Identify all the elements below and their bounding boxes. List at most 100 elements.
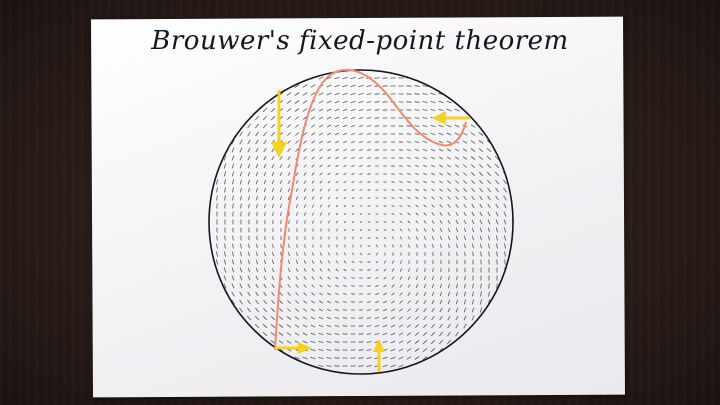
field-arrow: [312, 220, 314, 224]
field-arrow: [334, 300, 340, 304]
field-arrow: [224, 195, 226, 201]
field-arrow: [414, 348, 420, 352]
field-arrow: [424, 236, 426, 240]
field-arrow: [398, 348, 404, 352]
field-arrow: [303, 196, 307, 200]
field-arrow: [350, 100, 356, 104]
field-arrow: [376, 252, 378, 256]
field-arrow: [264, 195, 266, 201]
field-arrow: [303, 132, 307, 136]
field-arrow: [447, 227, 451, 233]
field-arrow: [423, 204, 427, 208]
field-arrow: [304, 244, 306, 248]
field-arrow: [439, 331, 443, 337]
field-arrow: [255, 163, 259, 169]
field-arrow: [343, 301, 347, 303]
field-arrow: [415, 236, 419, 240]
field-arrow: [287, 156, 291, 160]
field-arrow: [471, 307, 475, 313]
field-arrow: [255, 291, 259, 297]
field-arrow: [279, 172, 283, 176]
field-arrow: [336, 228, 338, 232]
field-arrow: [431, 307, 435, 313]
field-arrow: [231, 283, 235, 289]
field-arrow: [406, 324, 412, 328]
field-arrow: [302, 316, 308, 320]
field-arrow: [430, 148, 436, 152]
field-arrow: [231, 163, 235, 169]
field-arrow: [318, 365, 324, 367]
field-arrow: [390, 332, 396, 336]
field-arrow: [423, 283, 427, 289]
field-arrow: [422, 85, 428, 87]
field-arrow: [382, 340, 388, 344]
field-arrow: [326, 357, 332, 359]
field-arrow: [407, 284, 411, 288]
field-arrow: [215, 259, 219, 265]
field-arrow: [247, 163, 251, 169]
field-arrow: [439, 299, 443, 305]
field-arrow: [247, 139, 251, 145]
field-arrow: [391, 181, 395, 183]
field-arrow: [463, 188, 467, 192]
field-arrow: [248, 251, 250, 257]
field-arrow: [375, 268, 379, 272]
field-arrow: [320, 220, 322, 224]
field-arrow: [223, 283, 227, 289]
field-arrow: [223, 155, 227, 161]
field-arrow: [334, 76, 340, 80]
field-arrow: [319, 276, 323, 280]
field-arrow: [423, 180, 427, 184]
field-arrow: [406, 348, 412, 352]
field-arrow: [302, 340, 308, 344]
field-arrow: [414, 109, 420, 111]
field-arrow: [311, 188, 315, 192]
field-arrow: [311, 164, 315, 168]
field-arrow: [326, 124, 332, 128]
field-arrow: [327, 284, 331, 288]
field-arrow: [270, 99, 276, 105]
field-arrow: [470, 148, 476, 152]
field-arrow: [495, 195, 499, 201]
field-arrow: [231, 155, 235, 161]
field-arrow: [464, 283, 466, 289]
field-arrow: [359, 221, 363, 223]
field-arrow: [431, 228, 435, 232]
field-arrow: [486, 155, 492, 161]
field-arrow: [344, 228, 346, 232]
field-arrow: [375, 237, 379, 239]
field-arrow: [351, 181, 355, 183]
field-arrow: [392, 244, 394, 248]
field-arrow: [327, 276, 331, 280]
field-arrow: [272, 203, 274, 209]
field-arrow: [288, 212, 290, 216]
field-arrow: [438, 132, 444, 136]
field-arrow: [263, 187, 267, 193]
field-arrow: [270, 107, 276, 113]
field-arrow: [446, 164, 452, 168]
field-arrow: [270, 324, 276, 328]
field-arrow: [256, 195, 258, 201]
field-arrow: [423, 164, 427, 168]
field-arrow: [303, 276, 307, 280]
field-arrow: [367, 261, 371, 263]
field-arrow: [422, 133, 428, 135]
field-arrow: [447, 196, 451, 200]
field-arrow: [382, 364, 388, 368]
field-arrow: [334, 333, 340, 335]
field-arrow: [398, 356, 404, 360]
field-arrow: [440, 235, 442, 241]
field-arrow: [438, 124, 444, 128]
field-arrow: [294, 332, 300, 336]
field-arrow: [430, 132, 436, 136]
field-arrow: [470, 140, 476, 144]
field-arrow: [431, 164, 435, 168]
field-arrow: [463, 227, 467, 233]
field-arrow: [415, 276, 419, 280]
field-arrow: [480, 243, 482, 249]
field-arrow: [414, 101, 420, 103]
field-arrow: [286, 116, 292, 120]
field-arrow: [455, 227, 459, 233]
field-arrow: [414, 332, 420, 336]
field-arrow: [456, 243, 458, 249]
